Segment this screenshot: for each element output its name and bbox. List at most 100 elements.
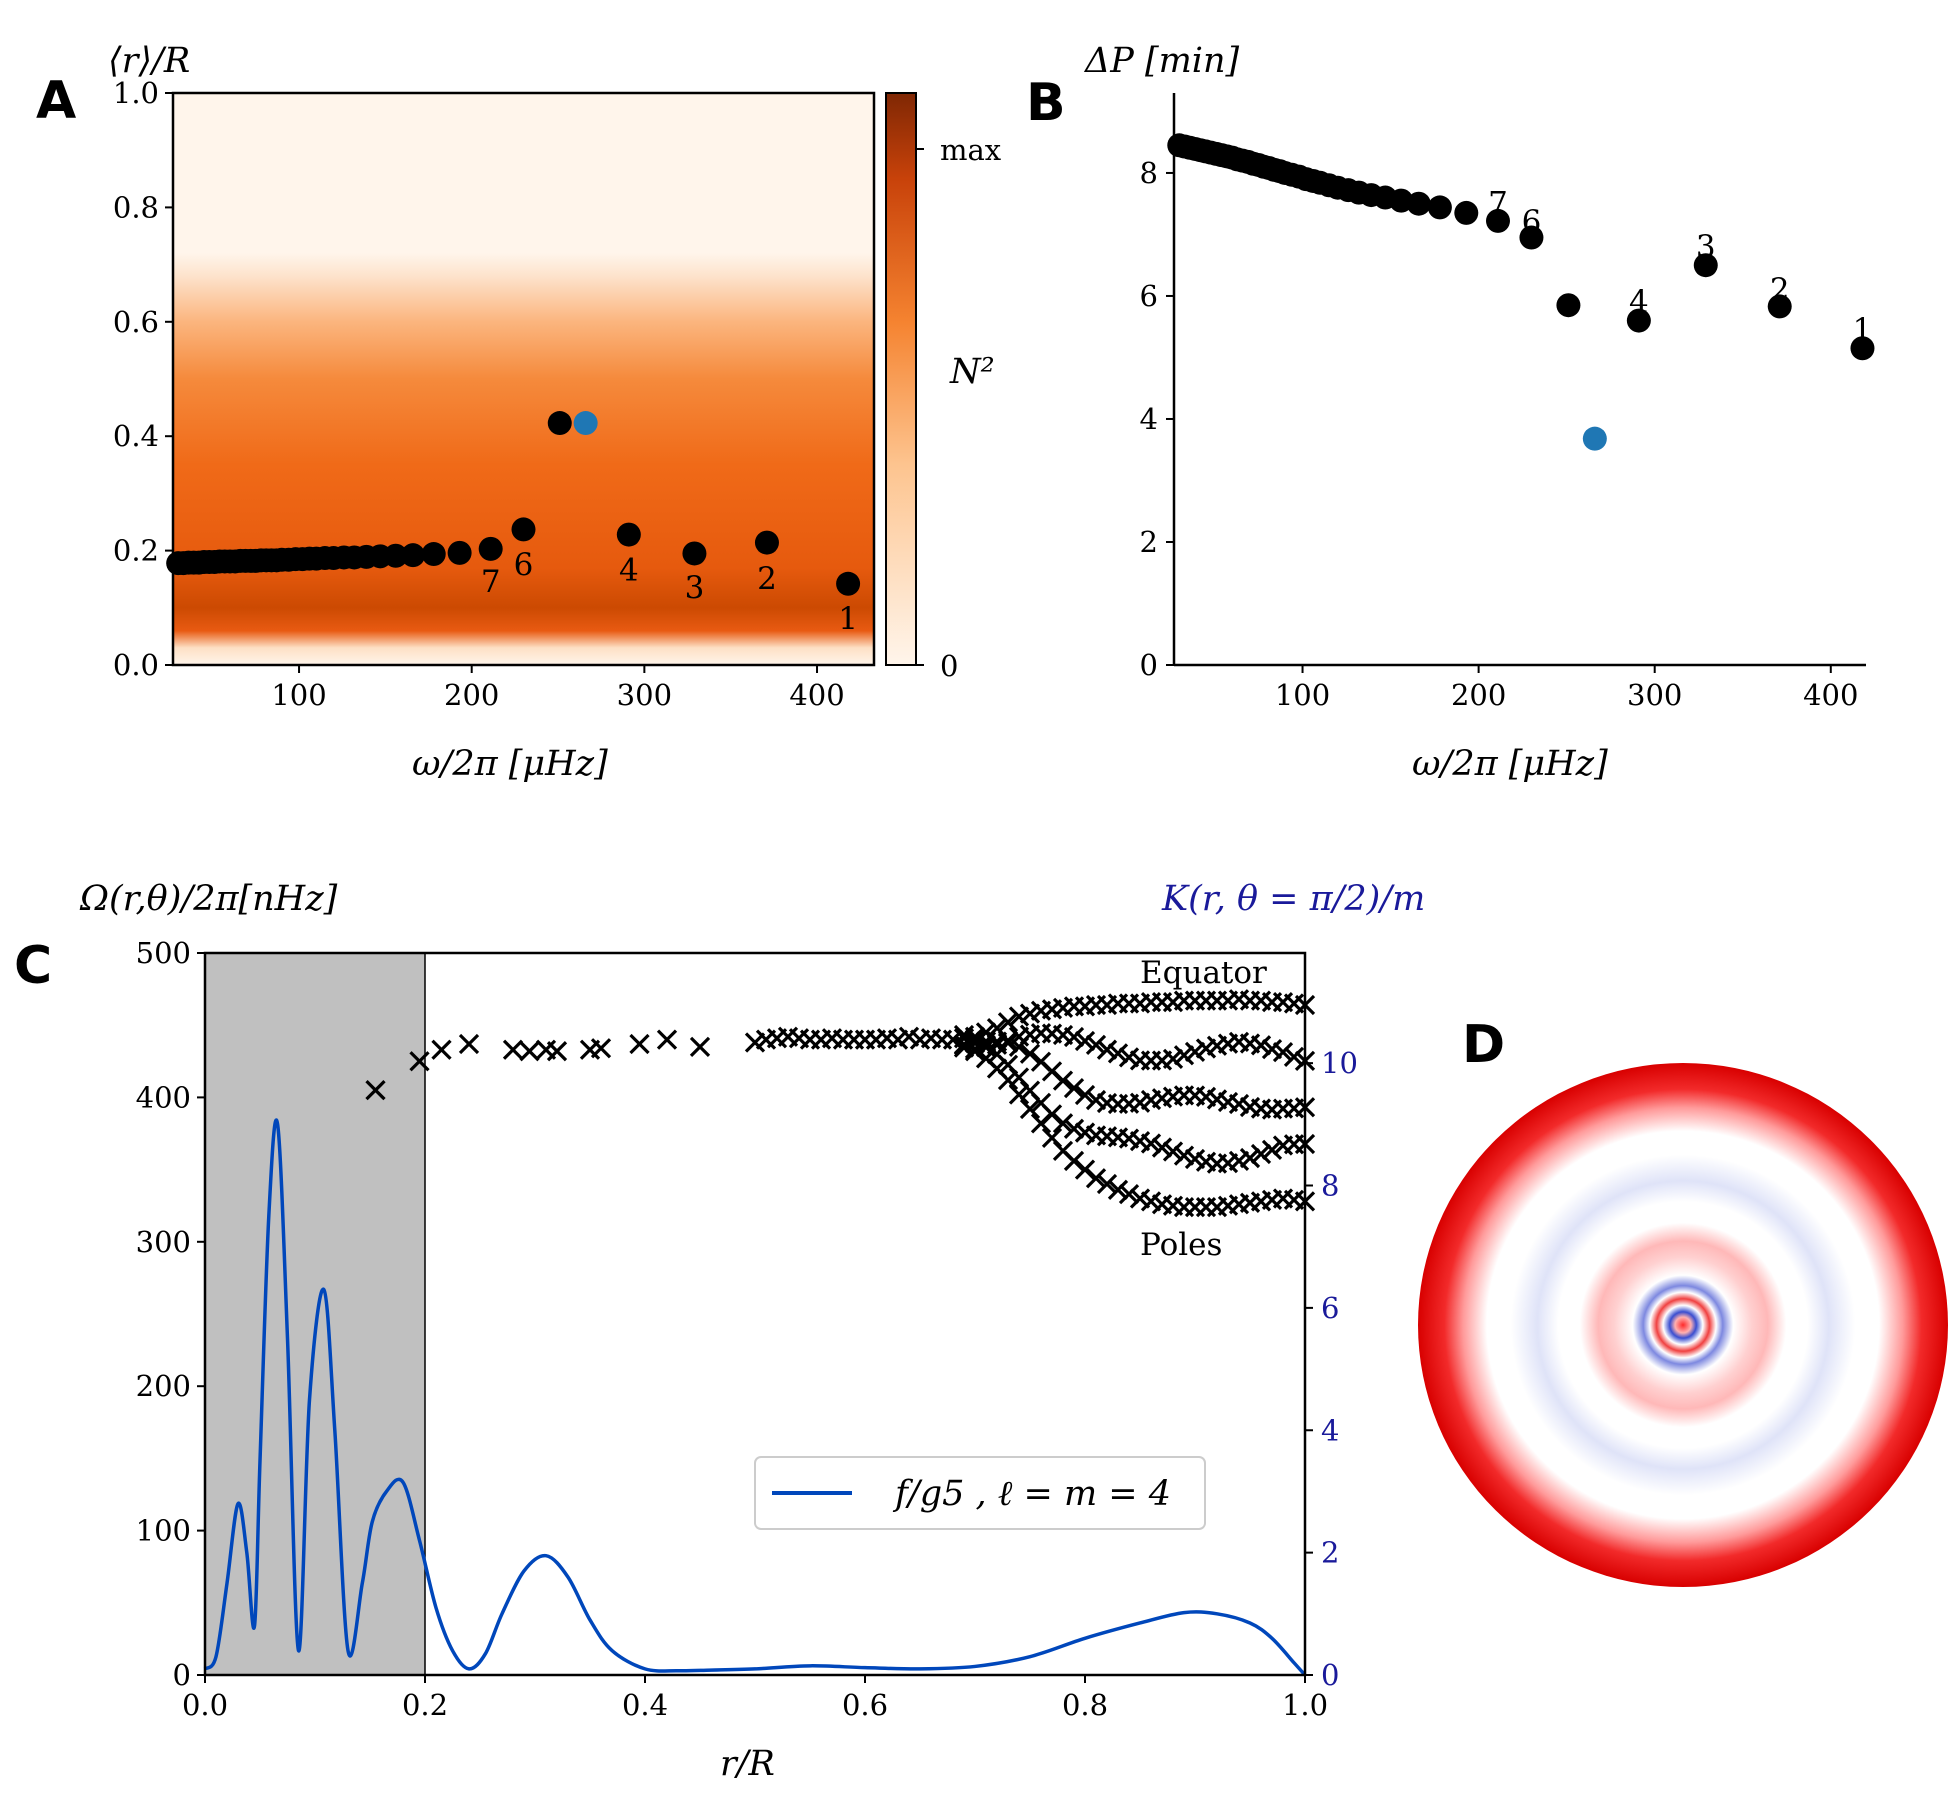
panel-c-cross-stroke — [1041, 1104, 1063, 1125]
panel-c-cross-stroke — [898, 1026, 920, 1047]
panel-a-point — [400, 543, 425, 568]
panel-c-ytick-left-label: 0 — [173, 1658, 191, 1692]
panel-c-cross-stroke — [590, 1038, 612, 1059]
panel-a-ytick-label: 1.0 — [113, 76, 159, 110]
panel-label-a: A — [36, 71, 76, 131]
panel-a-point — [421, 542, 446, 567]
panel-c-cross-stroke — [1041, 1061, 1063, 1082]
panel-d: D — [1418, 1015, 1948, 1587]
panel-a-point — [836, 571, 861, 596]
panel-a-points — [166, 411, 861, 596]
panel-a-annotation: 1 — [838, 601, 858, 637]
panel-b-axis-ticks: 100 200 300 400 0 2 4 6 8 — [1140, 156, 1859, 712]
panel-c-omega-cross — [1272, 1042, 1294, 1063]
panel-c-ytick-right-label: 10 — [1321, 1046, 1358, 1080]
panel-c-ytick-right-label: 8 — [1321, 1169, 1339, 1203]
panel-c-cross-stroke — [1272, 991, 1294, 1013]
panel-c-cross-stroke — [1272, 1188, 1294, 1209]
panel-c-ytick-left-label: 400 — [136, 1080, 191, 1114]
panel-b-point — [1406, 191, 1431, 216]
panel-b-xtick-label: 200 — [1451, 678, 1506, 712]
panel-c-cross-stroke — [1008, 1084, 1030, 1105]
panel-a-annotations: 7 6 4 3 2 1 — [481, 547, 858, 637]
panel-c-ytick-right-label: 6 — [1321, 1291, 1339, 1325]
panel-c-ytick-left-label: 200 — [136, 1369, 191, 1403]
panel-b-xtick-label: 300 — [1627, 678, 1682, 712]
panel-c-omega-cross — [1107, 1043, 1129, 1064]
panel-c-cross-stroke — [876, 1028, 898, 1049]
panel-c-cross-stroke — [964, 1029, 986, 1050]
panel-b-point — [1626, 308, 1651, 333]
panel-c-cross-stroke — [458, 1033, 480, 1055]
legend-box — [754, 1456, 1206, 1530]
panel-c-cross-stroke — [1008, 1067, 1030, 1088]
panel-c-omega-cross — [431, 1039, 452, 1060]
panel-c-cross-stroke — [1052, 1070, 1074, 1091]
panel-a-ytick-label: 0.6 — [113, 305, 159, 339]
panel-c-cross-stroke — [1063, 1150, 1085, 1172]
panel-c-omega-cross — [1184, 1041, 1206, 1062]
panel-a-annotation: 7 — [481, 564, 501, 600]
panel-c-cross-stroke — [1184, 1148, 1206, 1170]
panel-c-omega-cross — [997, 1012, 1019, 1033]
panel-c-cross-stroke — [1019, 1043, 1041, 1064]
panel-a-point — [511, 517, 536, 542]
panel-c-cross-stroke — [1283, 1189, 1305, 1211]
panel-c-omega-cross — [1107, 1179, 1129, 1200]
panel-b-ylabel: ΔP [min] — [1083, 41, 1240, 81]
panel-label-c: C — [14, 936, 52, 996]
panel-c-omega-cross — [365, 1080, 386, 1101]
panel-c-cross-stroke — [1063, 1118, 1085, 1139]
panel-c-cross-stroke — [1085, 1168, 1107, 1189]
panel-c-cross-stroke — [1074, 1159, 1096, 1180]
panel-b-point — [1519, 225, 1544, 250]
panel-c-omega-cross — [1162, 1141, 1184, 1162]
panel-c-cross-stroke — [1151, 1137, 1173, 1158]
panel-c-omega-cross — [458, 1033, 480, 1055]
panel-c-cross-stroke — [1250, 1035, 1272, 1056]
panel-c-omega-cross — [1162, 1048, 1184, 1070]
panel-c-cross-stroke — [1140, 1133, 1162, 1154]
panel-c-omega-cross — [1085, 1034, 1107, 1056]
panel-c-omega-cross — [1052, 1113, 1074, 1134]
panel-c-omega-cross — [1052, 1070, 1074, 1091]
panel-c-cross-stroke — [1118, 1184, 1140, 1205]
panel-c-cross-stroke — [1041, 1127, 1063, 1148]
panel-c-ylabel-left: Ω(r,θ)/2π[nHz] — [79, 879, 338, 919]
panel-b-annotation: 7 — [1488, 186, 1508, 222]
panel-c-cross-stroke — [1283, 993, 1305, 1014]
panel-b-annotations: 76 4 3 2 1 — [1488, 186, 1872, 348]
panel-c-cross-stroke — [1019, 1098, 1041, 1120]
panel-a-xtick-label: 400 — [789, 678, 844, 712]
panel-b-ytick-label: 8 — [1140, 156, 1158, 190]
panel-a-annotation: 3 — [685, 570, 705, 606]
panel-c-axis-ticks: 0.0 0.2 0.4 0.6 0.8 1.00100200300400500024681… — [136, 936, 1358, 1722]
legend-label: f/g5 , ℓ = m = 4 — [892, 1474, 1171, 1514]
panel-c-omega-cross — [997, 1032, 1019, 1054]
panel-label-b: B — [1026, 73, 1066, 133]
panel-c-cross-stroke — [1206, 1089, 1228, 1110]
panel-c-cross-stroke — [1052, 1024, 1074, 1046]
panel-c-omega-cross — [1063, 1118, 1085, 1139]
panel-label-d: D — [1462, 1015, 1505, 1075]
panel-c-omega-cross — [1074, 1159, 1096, 1180]
panel-c-omega-cross — [1019, 1098, 1041, 1120]
panel-c-omega-cross — [1239, 1147, 1261, 1169]
panel-c-ytick-left-label: 500 — [136, 936, 191, 970]
panel-c-cross-stroke — [1030, 1051, 1052, 1072]
panel-c-omega-cross — [1250, 1035, 1272, 1056]
panel-c-omega-cross — [1096, 1173, 1118, 1195]
panel-c-omega-cross — [656, 1029, 678, 1050]
panel-b-annotation: 4 — [1629, 284, 1649, 320]
panel-d-disc — [1418, 1063, 1948, 1587]
panel-b-annotation: 6 — [1522, 204, 1542, 240]
panel-b-point — [1556, 293, 1581, 318]
panel-c-cross-stroke — [1173, 1045, 1195, 1066]
panel-c-cross-stroke — [1030, 1092, 1052, 1114]
panel-c-cross-stroke — [689, 1036, 711, 1057]
panel-b-xtick-label: 400 — [1803, 678, 1858, 712]
panel-a-point — [616, 522, 641, 547]
panel-a-annotation: 2 — [757, 561, 777, 597]
